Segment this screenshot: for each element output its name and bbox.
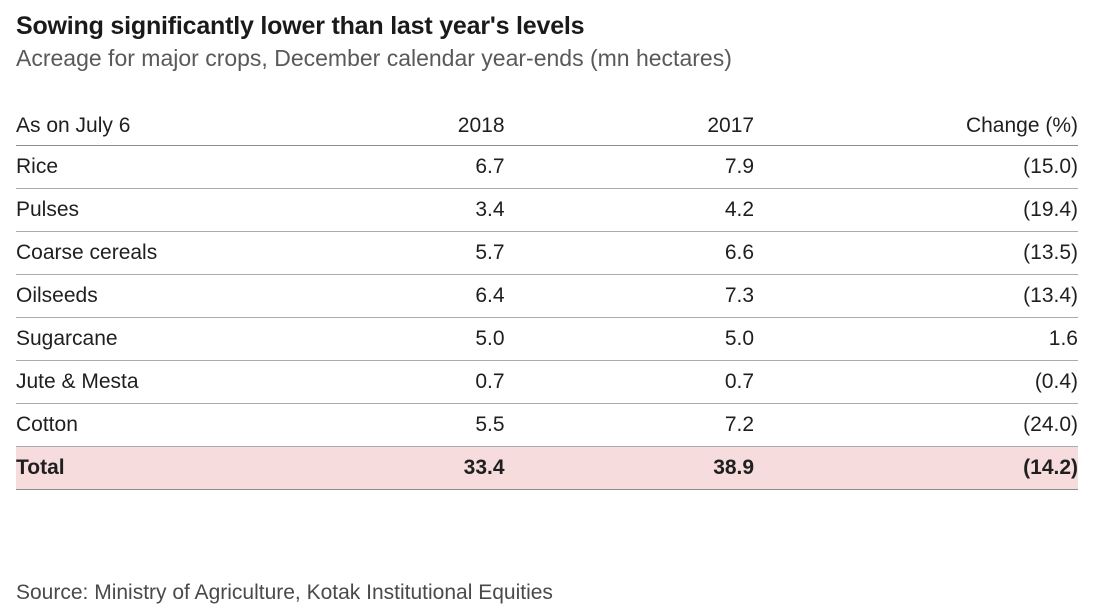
row-label: Sugarcane [16,317,314,361]
row-label: Cotton [16,403,314,447]
value-cell: 33.4 [313,446,505,490]
table-row: Rice 6.7 7.9 (15.0) [16,145,1078,189]
value-cell: 5.0 [504,317,755,361]
row-label: Jute & Mesta [16,360,314,404]
row-label: Coarse cereals [16,231,314,275]
value-cell: 7.9 [504,145,755,189]
row-label: Pulses [16,188,314,232]
table-row: Coarse cereals 5.7 6.6 (13.5) [16,231,1078,275]
column-header-date: As on July 6 [16,110,314,146]
table-header-row: As on July 6 2018 2017 Change (%) [16,110,1078,146]
exhibit-title: Sowing significantly lower than last yea… [16,12,585,40]
table-row: Jute & Mesta 0.7 0.7 (0.4) [16,360,1078,404]
value-cell: 1.6 [754,317,1078,361]
value-cell: 0.7 [504,360,755,404]
value-cell: (15.0) [754,145,1078,189]
total-row: Total 33.4 38.9 (14.2) [16,446,1078,490]
value-cell: (24.0) [754,403,1078,447]
row-label: Rice [16,145,314,189]
value-cell: 5.5 [313,403,505,447]
row-label: Total [16,446,314,490]
value-cell: 6.7 [313,145,505,189]
table-row: Cotton 5.5 7.2 (24.0) [16,403,1078,447]
column-header-2017: 2017 [504,110,755,146]
column-header-change: Change (%) [754,110,1078,146]
value-cell: 7.2 [504,403,755,447]
table-row: Sugarcane 5.0 5.0 1.6 [16,317,1078,361]
value-cell: (13.4) [754,274,1078,318]
value-cell: (13.5) [754,231,1078,275]
value-cell: 5.7 [313,231,505,275]
acreage-table: As on July 6 2018 2017 Change (%) Rice 6.… [16,110,1078,490]
row-label: Oilseeds [16,274,314,318]
value-cell: 6.6 [504,231,755,275]
value-cell: 5.0 [313,317,505,361]
value-cell: 6.4 [313,274,505,318]
exhibit-subtitle: Acreage for major crops, December calend… [16,45,732,71]
value-cell: (19.4) [754,188,1078,232]
value-cell: 38.9 [504,446,755,490]
table-body: Rice 6.7 7.9 (15.0) Pulses 3.4 4.2 (19.4) Coarse… [16,145,1078,490]
value-cell: 3.4 [313,188,505,232]
value-cell: (0.4) [754,360,1078,404]
value-cell: (14.2) [754,446,1078,490]
table-row: Oilseeds 6.4 7.3 (13.4) [16,274,1078,318]
table-row: Pulses 3.4 4.2 (19.4) [16,188,1078,232]
source-note: Source: Ministry of Agriculture, Kotak I… [16,581,553,604]
value-cell: 4.2 [504,188,755,232]
column-header-2018: 2018 [313,110,505,146]
value-cell: 7.3 [504,274,755,318]
value-cell: 0.7 [313,360,505,404]
